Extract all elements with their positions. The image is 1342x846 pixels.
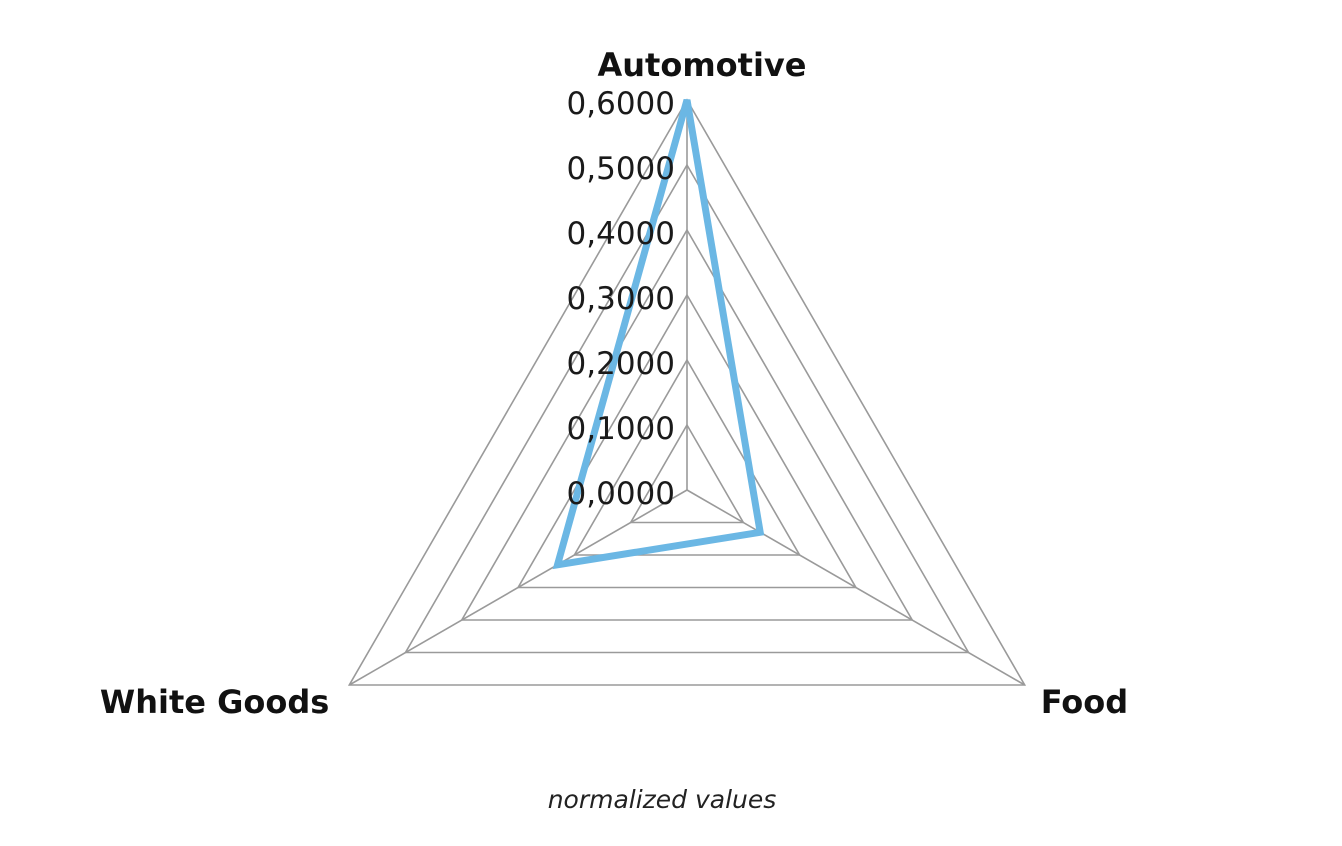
grid-ring-6: [347, 98, 1027, 686]
grid-ring-1: [629, 423, 745, 524]
axis-label-white-goods: White Goods: [100, 683, 329, 721]
tick-label-3: 0,3000: [567, 281, 675, 317]
series-line-0: [552, 99, 765, 570]
tick-label-2: 0,2000: [567, 346, 675, 382]
grid-ring-2: [573, 358, 801, 556]
axis-label-food: Food: [1041, 683, 1128, 721]
grid-ring-3: [516, 293, 858, 589]
tick-label-4: 0,4000: [567, 216, 675, 252]
grid-ring-5: [404, 163, 970, 654]
spoke-white-goods: [348, 489, 688, 686]
radial-tick-labels: 0,0000 0,1000 0,2000 0,3000 0,4000 0,5000 0,60…: [567, 86, 675, 512]
chart-caption: normalized values: [548, 785, 777, 814]
tick-label-1: 0,1000: [567, 411, 675, 447]
tick-label-0: 0,0000: [567, 476, 675, 512]
axis-label-automotive: Automotive: [598, 46, 807, 84]
tick-label-5: 0,5000: [567, 151, 675, 187]
spoke-food: [686, 489, 1026, 686]
axis-labels: Automotive Food White Goods: [100, 46, 1128, 721]
radar-grid: [347, 98, 1027, 686]
radar-spokes: [348, 100, 1026, 686]
radar-series: [552, 99, 765, 570]
tick-label-6: 0,6000: [567, 86, 675, 122]
grid-ring-4: [460, 228, 914, 621]
